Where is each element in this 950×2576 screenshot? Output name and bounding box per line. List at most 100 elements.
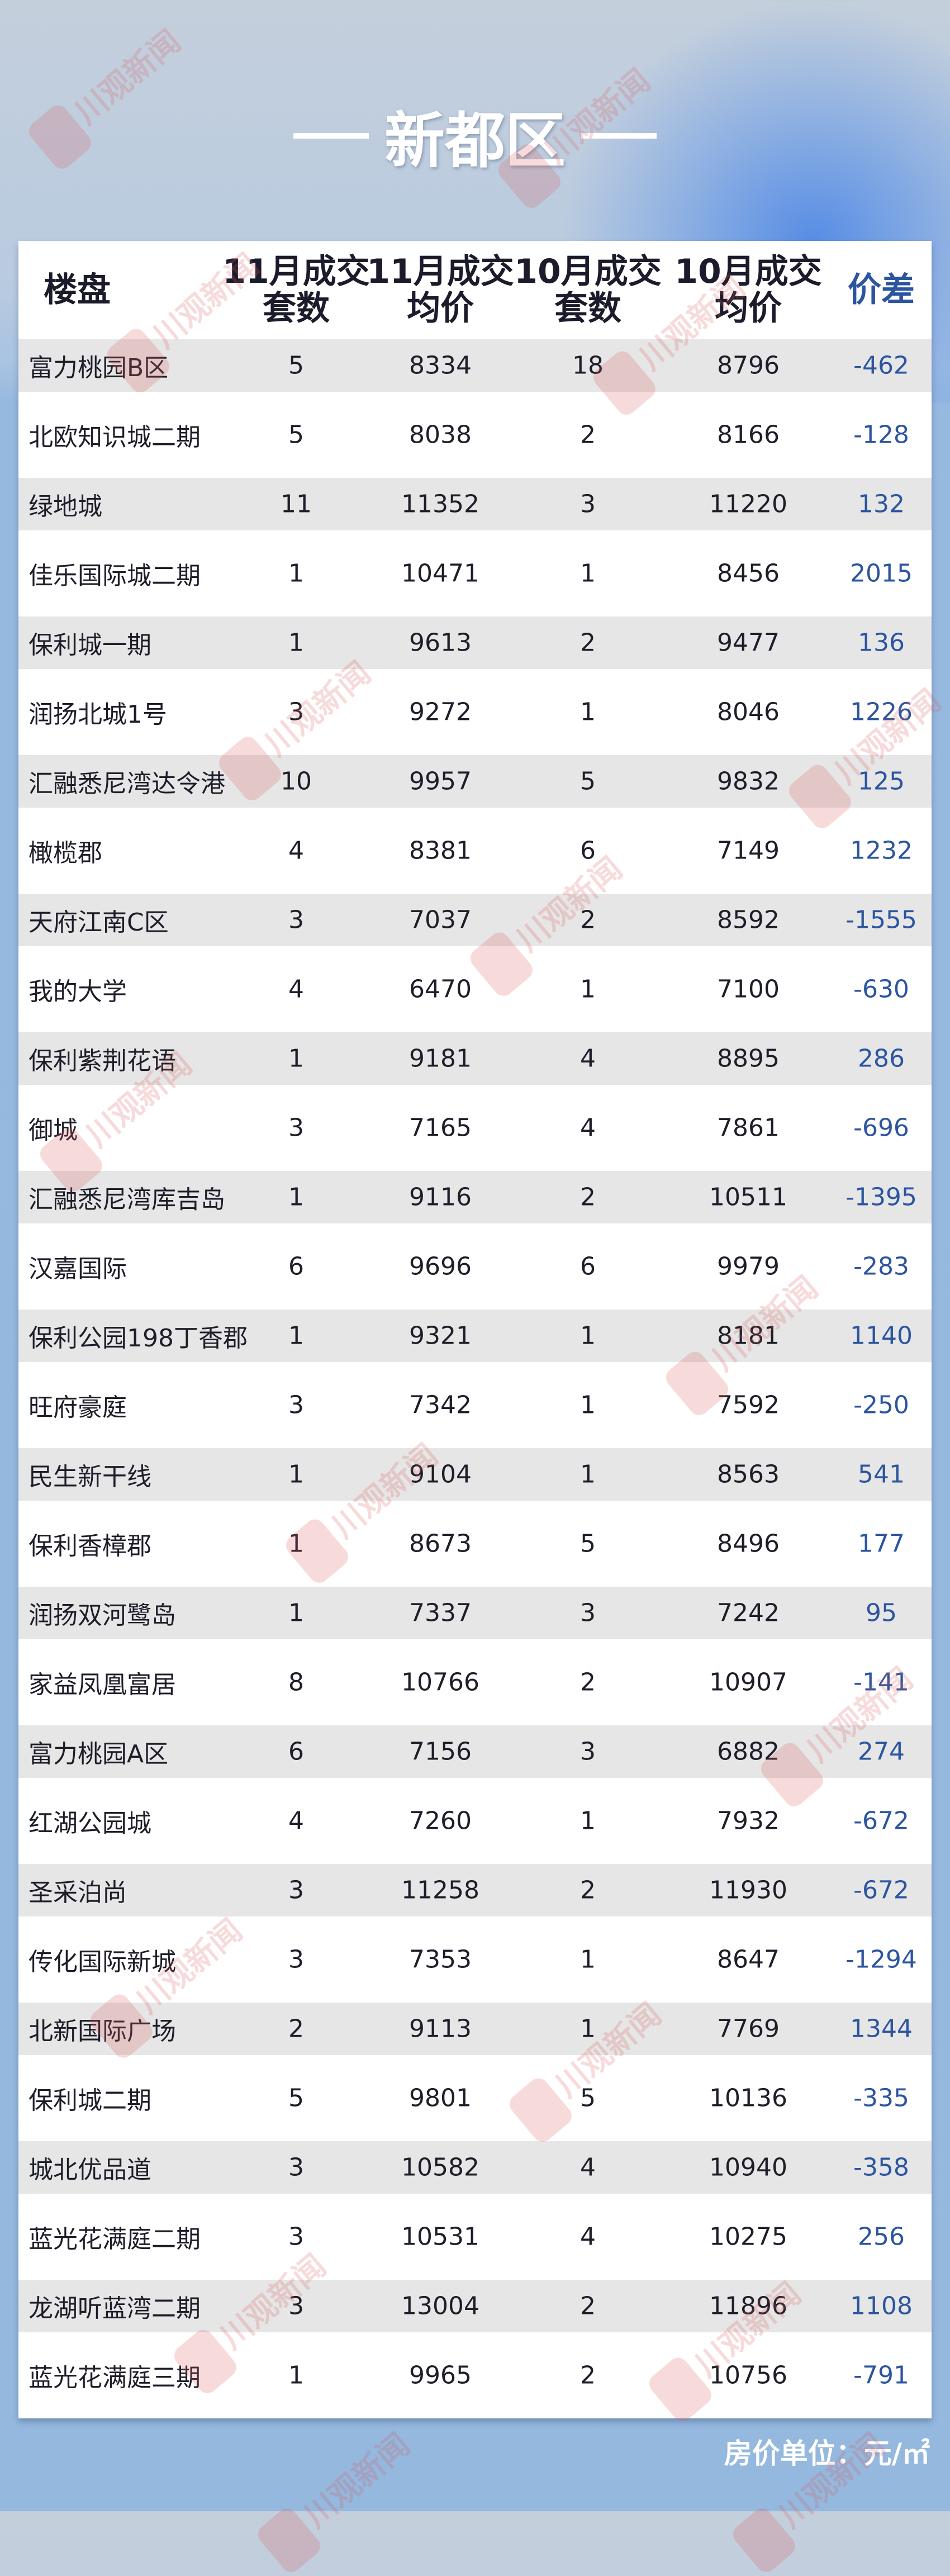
cell-name: 民生新干线 bbox=[28, 1463, 151, 1491]
cell-nov-price: 9696 bbox=[409, 1252, 472, 1281]
cell-name: 北欧知识城二期 bbox=[28, 423, 201, 452]
cell-name: 润扬北城1号 bbox=[28, 700, 167, 729]
cell-nov-count: 11 bbox=[281, 490, 312, 519]
cell-oct-price: 7861 bbox=[717, 1113, 780, 1142]
cell-name: 保利公园198丁香郡 bbox=[28, 1324, 248, 1353]
cell-nov-count: 6 bbox=[288, 1737, 304, 1766]
cell-nov-count: 1 bbox=[288, 1183, 304, 1212]
cell-diff: 132 bbox=[858, 490, 905, 519]
cell-nov-price: 8673 bbox=[409, 1529, 472, 1558]
cell-oct-count: 6 bbox=[580, 836, 596, 865]
cell-oct-price: 10756 bbox=[709, 2361, 787, 2390]
cell-diff: -1395 bbox=[846, 1183, 917, 1212]
cell-oct-count: 2 bbox=[580, 1876, 596, 1905]
header-line: 均价 bbox=[715, 289, 782, 328]
header-name: 楼盘 bbox=[44, 271, 111, 310]
cell-oct-count: 1 bbox=[580, 975, 596, 1004]
table-header: 楼盘 11月成交 套数 11月成交 均价 10月成交 套数 10月成交 均价 价差 bbox=[18, 241, 932, 339]
cell-diff: -128 bbox=[853, 420, 909, 449]
table-row: 北新国际广场 2 9113 1 7769 1344 bbox=[18, 2003, 932, 2055]
cell-nov-price: 9272 bbox=[409, 698, 472, 727]
watermark-badge-icon bbox=[729, 2504, 800, 2576]
header-line: 10月成交 bbox=[514, 252, 662, 291]
cell-oct-count: 2 bbox=[580, 1668, 596, 1697]
table-row: 汉嘉国际 6 9696 6 9979 -283 bbox=[18, 1223, 932, 1310]
cell-nov-price: 8038 bbox=[409, 420, 472, 449]
cell-diff: -696 bbox=[853, 1113, 909, 1142]
cell-oct-price: 11896 bbox=[709, 2292, 787, 2321]
cell-oct-price: 9477 bbox=[717, 628, 780, 657]
cell-oct-price: 7100 bbox=[717, 975, 780, 1004]
cell-name: 富力桃园B区 bbox=[28, 354, 169, 382]
cell-diff: 1344 bbox=[850, 2014, 913, 2043]
cell-diff: -358 bbox=[853, 2153, 909, 2182]
cell-nov-price: 6470 bbox=[409, 975, 472, 1004]
table-row: 汇融悉尼湾库吉岛 1 9116 2 10511 -1395 bbox=[18, 1171, 932, 1223]
header-oct-count: 10月成交 套数 bbox=[514, 253, 662, 327]
cell-diff: -283 bbox=[853, 1252, 909, 1281]
header-oct-price: 10月成交 均价 bbox=[674, 253, 822, 327]
cell-name: 家益凤凰富居 bbox=[28, 1671, 176, 1699]
cell-oct-price: 10511 bbox=[709, 1183, 787, 1212]
table-row: 富力桃园B区 5 8334 18 8796 -462 bbox=[18, 339, 932, 392]
cell-nov-count: 1 bbox=[288, 1044, 304, 1073]
cell-nov-price: 10531 bbox=[401, 2222, 479, 2251]
cell-oct-price: 8046 bbox=[717, 698, 780, 727]
unit-footnote: 房价单位：元/㎡ bbox=[724, 2437, 930, 2470]
table-row: 绿地城 11 11352 3 11220 132 bbox=[18, 478, 932, 530]
cell-nov-count: 3 bbox=[288, 1391, 304, 1420]
watermark-badge-icon bbox=[254, 2504, 325, 2576]
cell-oct-price: 8592 bbox=[717, 905, 780, 934]
cell-oct-price: 10940 bbox=[709, 2153, 787, 2182]
cell-nov-price: 10766 bbox=[401, 1668, 479, 1697]
table-row: 龙湖听蓝湾二期 3 13004 2 11896 1108 bbox=[18, 2280, 932, 2332]
cell-nov-price: 8381 bbox=[409, 836, 472, 865]
cell-name: 绿地城 bbox=[28, 492, 102, 521]
cell-oct-price: 7242 bbox=[717, 1598, 780, 1628]
cell-oct-count: 3 bbox=[580, 490, 596, 519]
cell-nov-price: 9181 bbox=[409, 1044, 472, 1073]
cell-oct-count: 2 bbox=[580, 1183, 596, 1212]
cell-name: 保利城二期 bbox=[28, 2086, 151, 2115]
cell-diff: -791 bbox=[853, 2361, 909, 2390]
cell-oct-price: 11220 bbox=[709, 490, 787, 519]
cell-name: 天府江南C区 bbox=[28, 908, 169, 937]
cell-oct-price: 7149 bbox=[717, 836, 780, 865]
header-diff: 价差 bbox=[848, 271, 915, 310]
cell-oct-count: 1 bbox=[580, 1945, 596, 1974]
table-row: 家益凤凰富居 8 10766 2 10907 -141 bbox=[18, 1639, 932, 1725]
cell-oct-count: 2 bbox=[580, 905, 596, 934]
cell-oct-price: 8647 bbox=[717, 1945, 780, 1974]
cell-nov-count: 1 bbox=[288, 1321, 304, 1350]
cell-nov-count: 10 bbox=[281, 767, 312, 796]
cell-nov-count: 1 bbox=[288, 2361, 304, 2390]
table-row: 保利香樟郡 1 8673 5 8496 177 bbox=[18, 1501, 932, 1587]
cell-name: 富力桃园A区 bbox=[28, 1740, 169, 1768]
cell-oct-count: 1 bbox=[580, 1321, 596, 1350]
cell-oct-price: 8456 bbox=[717, 559, 780, 588]
table-row: 保利城二期 5 9801 5 10136 -335 bbox=[18, 2055, 932, 2141]
cell-nov-price: 7337 bbox=[409, 1598, 472, 1628]
title-text: 新都区 bbox=[384, 106, 566, 176]
cell-nov-count: 1 bbox=[288, 1529, 304, 1558]
table-row: 北欧知识城二期 5 8038 2 8166 -128 bbox=[18, 392, 932, 478]
cell-nov-price: 8334 bbox=[409, 351, 472, 380]
header-nov-count: 11月成交 套数 bbox=[222, 253, 370, 327]
cell-oct-price: 8796 bbox=[717, 351, 780, 380]
cell-nov-count: 5 bbox=[288, 351, 304, 380]
cell-nov-price: 7342 bbox=[409, 1391, 472, 1420]
table-row: 汇融悉尼湾达令港 10 9957 5 9832 125 bbox=[18, 755, 932, 808]
cell-oct-count: 3 bbox=[580, 1598, 596, 1628]
cell-oct-price: 8496 bbox=[717, 1529, 780, 1558]
table-row: 红湖公园城 4 7260 1 7932 -672 bbox=[18, 1778, 932, 1864]
table-row: 城北优品道 3 10582 4 10940 -358 bbox=[18, 2141, 932, 2194]
table-row: 富力桃园A区 6 7156 3 6882 274 bbox=[18, 1725, 932, 1778]
cell-name: 圣采泊尚 bbox=[28, 1878, 127, 1907]
cell-diff: -462 bbox=[853, 351, 909, 380]
cell-oct-price: 9979 bbox=[717, 1252, 780, 1281]
table-row: 蓝光花满庭二期 3 10531 4 10275 256 bbox=[18, 2194, 932, 2280]
cell-oct-count: 4 bbox=[580, 2153, 596, 2182]
cell-oct-price: 11930 bbox=[709, 1876, 787, 1905]
header-line: 均价 bbox=[407, 289, 474, 328]
cell-nov-price: 9113 bbox=[409, 2014, 472, 2043]
